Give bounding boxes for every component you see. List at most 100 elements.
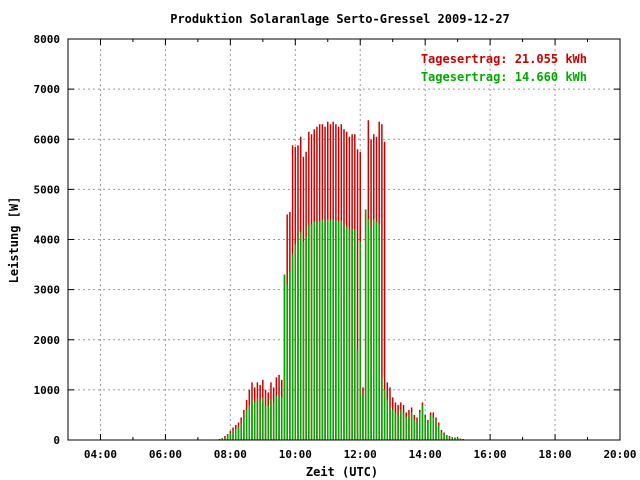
bar-green bbox=[362, 394, 364, 440]
x-tick-label: 14:00 bbox=[409, 448, 442, 461]
y-tick-label: 7000 bbox=[34, 83, 61, 96]
x-tick-label: 20:00 bbox=[603, 448, 636, 461]
bar-green bbox=[419, 412, 421, 440]
bar-green bbox=[343, 224, 345, 440]
bar-green bbox=[429, 414, 432, 440]
bar-green bbox=[416, 422, 418, 440]
y-tick-label: 6000 bbox=[34, 133, 61, 146]
bar-green bbox=[370, 226, 372, 440]
bar-green bbox=[348, 229, 351, 440]
bar-green bbox=[402, 412, 405, 440]
bar-green bbox=[286, 284, 288, 440]
y-tick-labels: 0 1000 2000 3000 4000 5000 6000 7000 8000 bbox=[34, 33, 61, 447]
bar-red bbox=[356, 149, 359, 440]
bar-green bbox=[456, 438, 459, 440]
bar-green bbox=[408, 414, 410, 440]
bar-green bbox=[354, 229, 356, 440]
x-axis-label: Zeit (UTC) bbox=[306, 465, 378, 479]
bar-green bbox=[332, 219, 334, 440]
bar-green bbox=[367, 219, 370, 440]
y-tick-label: 2000 bbox=[34, 334, 61, 347]
y-tick-label: 5000 bbox=[34, 183, 61, 196]
bar-green bbox=[305, 236, 307, 440]
bar-green bbox=[253, 402, 256, 440]
x-tick-label: 12:00 bbox=[344, 448, 377, 461]
x-tick-label: 06:00 bbox=[149, 448, 182, 461]
bar-green bbox=[264, 404, 267, 440]
bar-green bbox=[410, 412, 413, 440]
bar-green bbox=[259, 400, 261, 440]
bar-red bbox=[381, 124, 383, 441]
bar-green bbox=[364, 209, 367, 440]
bar-green bbox=[308, 224, 310, 440]
bar-green bbox=[335, 220, 337, 440]
bar-green bbox=[291, 254, 294, 440]
bar-green bbox=[272, 402, 275, 440]
bar-green bbox=[310, 224, 313, 440]
bar-green bbox=[432, 417, 435, 440]
bar-green bbox=[278, 394, 280, 440]
bar-green bbox=[221, 438, 223, 440]
bar-green bbox=[340, 220, 343, 440]
bar-green bbox=[237, 426, 240, 440]
x-tick-labels: 04:00 06:00 08:00 10:00 12:00 14:00 16:00 18:00… bbox=[84, 448, 637, 461]
bar-green bbox=[327, 219, 329, 440]
bar-green bbox=[294, 244, 297, 440]
bar-green bbox=[235, 428, 237, 440]
bar-green bbox=[405, 417, 407, 440]
bar-green bbox=[383, 389, 386, 441]
bar-green bbox=[413, 419, 416, 440]
bar-green bbox=[381, 377, 383, 440]
plot-bars bbox=[218, 120, 481, 441]
bar-green bbox=[267, 405, 269, 440]
bar-green bbox=[256, 398, 259, 440]
bar-green bbox=[397, 414, 399, 440]
chart-title: Produktion Solaranlage Serto-Gressel 200… bbox=[170, 12, 510, 26]
bar-green bbox=[389, 407, 391, 440]
bar-green bbox=[248, 404, 251, 440]
bar-green bbox=[229, 433, 232, 440]
bar-green bbox=[313, 221, 315, 440]
bar-green bbox=[324, 221, 326, 440]
bar-green bbox=[245, 409, 248, 440]
y-tick-label: 1000 bbox=[34, 384, 61, 397]
bar-green bbox=[297, 239, 299, 440]
bar-green bbox=[329, 220, 332, 440]
bar-green bbox=[424, 417, 426, 440]
bar-green bbox=[375, 221, 378, 440]
y-axis-label: Leistung [W] bbox=[7, 197, 21, 284]
bar-green bbox=[451, 437, 453, 440]
bar-green bbox=[427, 422, 429, 440]
x-tick-label: 18:00 bbox=[538, 448, 571, 461]
bar-green bbox=[448, 436, 451, 440]
bar-green bbox=[356, 349, 359, 440]
bar-green bbox=[262, 397, 264, 440]
bar-green bbox=[270, 399, 272, 440]
bar-green bbox=[321, 219, 324, 440]
bar-green bbox=[378, 224, 380, 440]
bar-green bbox=[243, 417, 245, 440]
x-tick-label: 10:00 bbox=[279, 448, 312, 461]
x-tick-label: 08:00 bbox=[214, 448, 247, 461]
bar-green bbox=[345, 226, 348, 440]
bar-green bbox=[459, 438, 462, 440]
bar-green bbox=[289, 272, 291, 440]
bar-green bbox=[281, 397, 283, 440]
bar-green bbox=[232, 430, 234, 440]
bar-green bbox=[337, 221, 340, 440]
bar-green bbox=[359, 242, 361, 440]
y-tick-label: 8000 bbox=[34, 33, 61, 46]
bar-green bbox=[454, 437, 456, 440]
legend-daily-yield-red: Tagesertrag: 21.055 kWh bbox=[421, 52, 587, 66]
x-tick-label: 04:00 bbox=[84, 448, 117, 461]
bar-green bbox=[373, 219, 375, 440]
bar-green bbox=[437, 424, 440, 440]
bar-green bbox=[435, 419, 437, 440]
bar-green bbox=[318, 220, 321, 440]
legend-daily-yield-green: Tagesertrag: 14.660 kWh bbox=[421, 70, 587, 84]
y-tick-label: 0 bbox=[53, 434, 60, 447]
bar-green bbox=[226, 435, 229, 440]
bar-green bbox=[443, 433, 445, 440]
bar-green bbox=[446, 435, 448, 440]
